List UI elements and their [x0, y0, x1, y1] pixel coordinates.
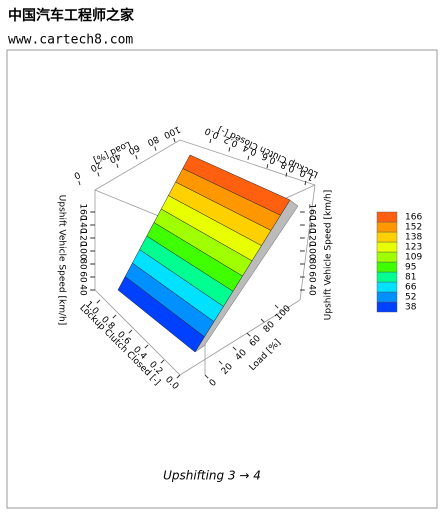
tick-label: 80: [307, 258, 317, 270]
colorbar-box: [376, 301, 398, 313]
tick-mark: [260, 318, 265, 323]
tick-mark: [78, 180, 81, 186]
tick-mark: [274, 304, 279, 309]
tick-label: 140: [307, 216, 317, 233]
colorbar-box: [376, 261, 398, 273]
tick-label: 120: [307, 229, 317, 246]
tick-label: 60: [126, 142, 141, 156]
colorbar-label: 123: [405, 243, 422, 253]
tick-label: 100: [78, 242, 88, 259]
colorbar-box: [376, 241, 398, 253]
tick-mark: [97, 172, 100, 177]
colorbar-box: [376, 211, 398, 223]
tick-label: 40: [107, 150, 122, 164]
tick-mark: [228, 147, 231, 152]
tick-label: 80: [78, 258, 88, 270]
tick-label: 40: [78, 284, 88, 296]
axis-label: Upshift Vehicle Speed [km/h]: [324, 190, 334, 320]
tick-label: 40: [307, 284, 317, 296]
tick-mark: [266, 164, 269, 169]
tick-label: 60: [307, 271, 317, 283]
tick-label: 120: [78, 229, 88, 246]
tick-label: 0: [72, 169, 82, 181]
tick-mark: [112, 314, 117, 319]
tick-mark: [204, 374, 209, 379]
colorbar-label: 52: [405, 293, 416, 303]
tick-mark: [232, 346, 237, 351]
tick-mark: [173, 137, 176, 143]
tick-mark: [128, 329, 133, 334]
tick-mark: [116, 163, 119, 168]
colorbar-box: [376, 221, 398, 233]
tick-label: 160: [78, 203, 88, 220]
watermark-title: 中国汽车工程师之家: [8, 7, 135, 24]
colorbar-label: 81: [405, 273, 416, 283]
colorbar-label: 95: [405, 263, 416, 273]
colorbar-label: 152: [405, 223, 422, 233]
tick-mark: [96, 299, 101, 304]
colorbar-label: 166: [405, 213, 422, 223]
colorbar-label: 138: [405, 233, 422, 243]
tick-label: 0: [208, 378, 219, 389]
tick-mark: [160, 359, 165, 364]
surface-band: [182, 154, 291, 216]
tick-mark: [144, 344, 149, 349]
colorbar-box: [376, 231, 398, 243]
caption: Upshifting 3 → 4: [163, 469, 261, 483]
tick-mark: [218, 360, 223, 365]
colorbar-label: 109: [405, 253, 422, 263]
tick-label: 80: [145, 133, 160, 147]
tick-mark: [285, 172, 288, 177]
tick-label: 100: [307, 242, 317, 259]
tick-mark: [176, 374, 181, 379]
tick-mark: [135, 155, 138, 160]
colorbar-label: 66: [405, 283, 417, 293]
axis-label: Upshift Vehicle Speed [km/h]: [57, 195, 67, 325]
watermark-url: www.cartech8.com: [8, 33, 133, 48]
tick-label: 160: [307, 203, 317, 220]
tick-mark: [247, 155, 250, 160]
colorbar-box: [376, 291, 398, 303]
tick-mark: [154, 146, 157, 151]
tick-mark: [246, 332, 251, 337]
tick-label: 60: [78, 271, 88, 283]
tick-mark: [304, 180, 307, 186]
tick-label: 140: [78, 216, 88, 233]
tick-label: 20: [88, 159, 103, 173]
colorbar-box: [376, 271, 398, 283]
colorbar-box: [376, 281, 398, 293]
colorbar-box: [376, 251, 398, 263]
colorbar-label: 38: [405, 303, 417, 313]
tick-mark: [209, 138, 212, 144]
